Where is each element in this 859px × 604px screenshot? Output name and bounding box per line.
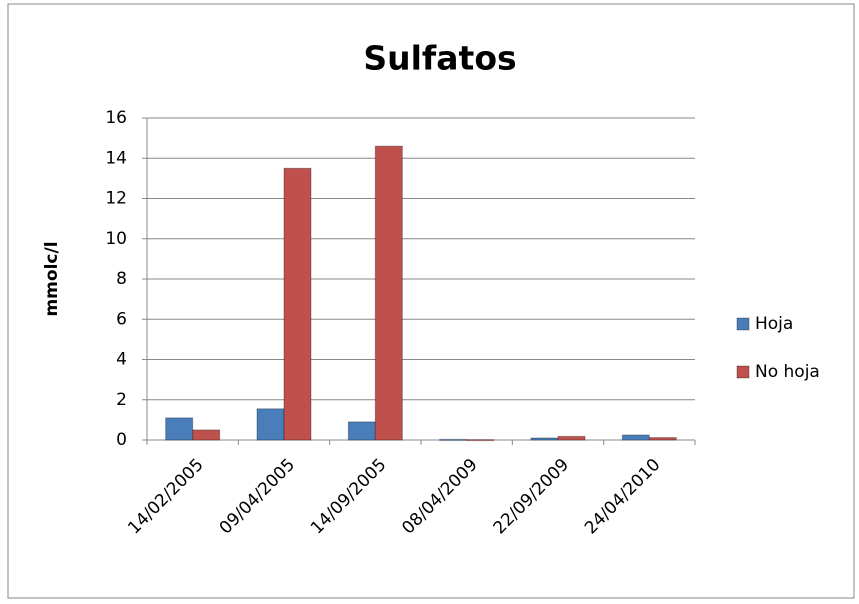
bar	[256, 408, 285, 441]
chart-frame	[7, 3, 855, 599]
bar	[466, 439, 495, 442]
bar	[192, 429, 221, 441]
y-tick-label: 14	[105, 148, 127, 168]
bar	[621, 434, 650, 441]
y-tick-label: 4	[116, 350, 127, 370]
y-tick-label: 6	[116, 309, 127, 329]
legend-label: Hoja	[755, 314, 793, 334]
bar	[439, 438, 468, 441]
y-tick-label: 10	[105, 229, 127, 249]
y-tick-label: 8	[116, 269, 127, 289]
y-tick-label: 12	[105, 189, 127, 209]
bar	[165, 417, 194, 441]
bar	[347, 421, 376, 441]
bar	[530, 437, 559, 441]
legend-swatch	[736, 365, 750, 379]
legend-swatch	[736, 317, 750, 331]
bar	[283, 167, 312, 441]
y-tick-label: 0	[116, 430, 127, 450]
y-tick-label: 2	[116, 390, 127, 410]
chart-title: Sulfatos	[363, 39, 516, 78]
y-axis-label: mmolc/l	[42, 241, 62, 316]
legend-label: No hoja	[755, 362, 820, 382]
y-tick-label: 16	[105, 108, 127, 128]
bar	[648, 437, 677, 441]
bar	[374, 145, 403, 441]
bar	[557, 435, 586, 441]
